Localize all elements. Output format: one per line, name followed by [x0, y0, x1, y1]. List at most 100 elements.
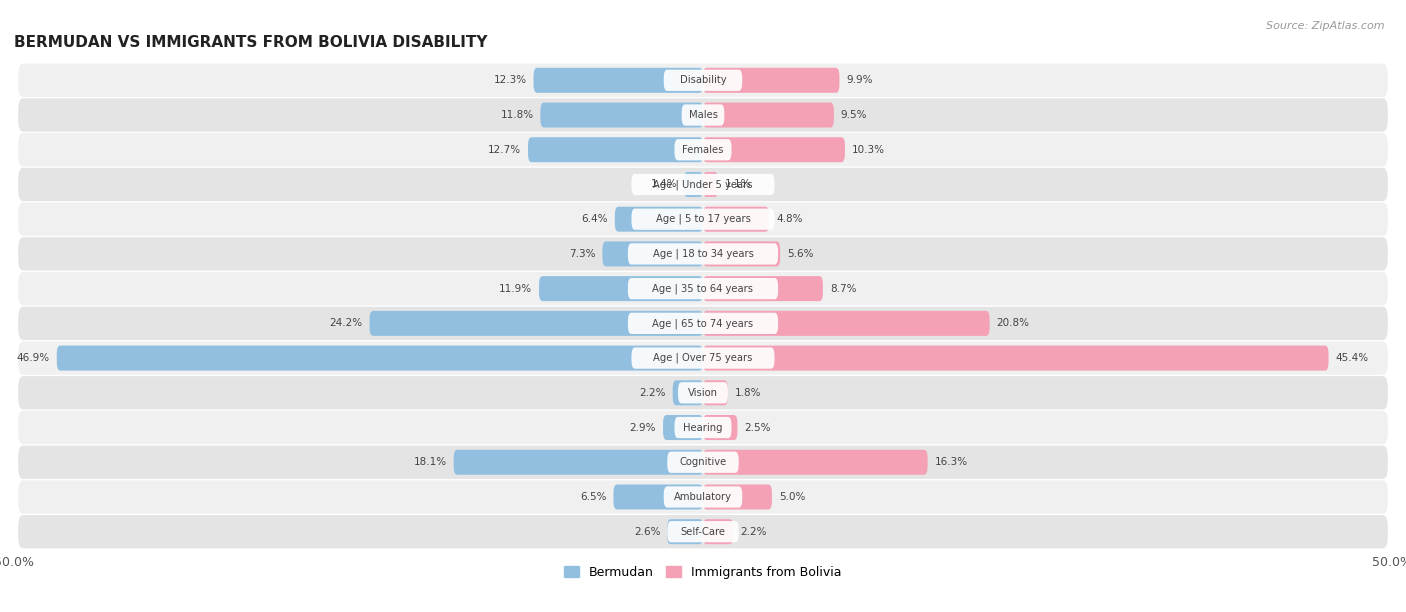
FancyBboxPatch shape [703, 311, 990, 336]
Text: 2.9%: 2.9% [630, 422, 657, 433]
Text: BERMUDAN VS IMMIGRANTS FROM BOLIVIA DISABILITY: BERMUDAN VS IMMIGRANTS FROM BOLIVIA DISA… [14, 35, 488, 50]
FancyBboxPatch shape [614, 207, 703, 232]
FancyBboxPatch shape [703, 450, 928, 475]
FancyBboxPatch shape [664, 415, 703, 440]
Text: 5.6%: 5.6% [787, 249, 814, 259]
Text: Vision: Vision [688, 388, 718, 398]
Text: Ambulatory: Ambulatory [673, 492, 733, 502]
FancyBboxPatch shape [631, 209, 775, 230]
FancyBboxPatch shape [18, 168, 1388, 201]
FancyBboxPatch shape [703, 207, 769, 232]
FancyBboxPatch shape [628, 313, 778, 334]
Text: 7.3%: 7.3% [569, 249, 596, 259]
FancyBboxPatch shape [703, 415, 738, 440]
Text: 1.1%: 1.1% [725, 179, 752, 190]
FancyBboxPatch shape [18, 411, 1388, 444]
FancyBboxPatch shape [628, 244, 778, 264]
FancyBboxPatch shape [703, 346, 1329, 371]
FancyBboxPatch shape [18, 203, 1388, 236]
FancyBboxPatch shape [18, 446, 1388, 479]
FancyBboxPatch shape [703, 276, 823, 301]
Text: 9.9%: 9.9% [846, 75, 873, 85]
FancyBboxPatch shape [18, 99, 1388, 132]
FancyBboxPatch shape [668, 519, 703, 544]
FancyBboxPatch shape [18, 376, 1388, 409]
Text: Age | Over 75 years: Age | Over 75 years [654, 353, 752, 364]
Text: 2.2%: 2.2% [740, 527, 766, 537]
Text: Age | 18 to 34 years: Age | 18 to 34 years [652, 248, 754, 259]
FancyBboxPatch shape [678, 382, 728, 403]
FancyBboxPatch shape [18, 64, 1388, 97]
Text: 12.7%: 12.7% [488, 145, 522, 155]
Text: 24.2%: 24.2% [329, 318, 363, 329]
Text: Age | Under 5 years: Age | Under 5 years [654, 179, 752, 190]
FancyBboxPatch shape [664, 487, 742, 507]
FancyBboxPatch shape [540, 103, 703, 127]
Text: Females: Females [682, 145, 724, 155]
Text: 1.4%: 1.4% [651, 179, 676, 190]
FancyBboxPatch shape [675, 417, 731, 438]
FancyBboxPatch shape [613, 485, 703, 509]
FancyBboxPatch shape [628, 278, 778, 299]
Text: 20.8%: 20.8% [997, 318, 1029, 329]
Text: 18.1%: 18.1% [413, 457, 447, 467]
Text: 11.9%: 11.9% [499, 283, 531, 294]
FancyBboxPatch shape [682, 105, 724, 125]
FancyBboxPatch shape [703, 380, 728, 405]
FancyBboxPatch shape [631, 174, 775, 195]
Text: Age | 65 to 74 years: Age | 65 to 74 years [652, 318, 754, 329]
FancyBboxPatch shape [18, 272, 1388, 305]
Text: Source: ZipAtlas.com: Source: ZipAtlas.com [1267, 21, 1385, 31]
FancyBboxPatch shape [454, 450, 703, 475]
Text: 11.8%: 11.8% [501, 110, 533, 120]
FancyBboxPatch shape [664, 70, 742, 91]
FancyBboxPatch shape [672, 380, 703, 405]
Text: 2.6%: 2.6% [634, 527, 661, 537]
FancyBboxPatch shape [18, 237, 1388, 271]
FancyBboxPatch shape [538, 276, 703, 301]
Text: 46.9%: 46.9% [17, 353, 49, 363]
FancyBboxPatch shape [703, 172, 718, 197]
Text: Males: Males [689, 110, 717, 120]
FancyBboxPatch shape [18, 133, 1388, 166]
Text: 4.8%: 4.8% [776, 214, 803, 224]
Text: 1.8%: 1.8% [735, 388, 761, 398]
Text: 9.5%: 9.5% [841, 110, 868, 120]
Legend: Bermudan, Immigrants from Bolivia: Bermudan, Immigrants from Bolivia [560, 561, 846, 584]
FancyBboxPatch shape [703, 485, 772, 509]
FancyBboxPatch shape [631, 348, 775, 368]
FancyBboxPatch shape [703, 241, 780, 266]
Text: 12.3%: 12.3% [494, 75, 527, 85]
Text: Hearing: Hearing [683, 422, 723, 433]
Text: 5.0%: 5.0% [779, 492, 806, 502]
FancyBboxPatch shape [18, 307, 1388, 340]
Text: Self-Care: Self-Care [681, 527, 725, 537]
FancyBboxPatch shape [668, 521, 738, 542]
Text: 16.3%: 16.3% [935, 457, 967, 467]
Text: Age | 35 to 64 years: Age | 35 to 64 years [652, 283, 754, 294]
Text: Disability: Disability [679, 75, 727, 85]
FancyBboxPatch shape [529, 137, 703, 162]
FancyBboxPatch shape [18, 515, 1388, 548]
FancyBboxPatch shape [18, 341, 1388, 375]
FancyBboxPatch shape [703, 137, 845, 162]
FancyBboxPatch shape [683, 172, 703, 197]
FancyBboxPatch shape [703, 103, 834, 127]
Text: 6.4%: 6.4% [582, 214, 607, 224]
FancyBboxPatch shape [533, 68, 703, 93]
FancyBboxPatch shape [668, 452, 738, 473]
Text: 6.5%: 6.5% [581, 492, 606, 502]
Text: 10.3%: 10.3% [852, 145, 884, 155]
FancyBboxPatch shape [18, 480, 1388, 513]
FancyBboxPatch shape [703, 68, 839, 93]
FancyBboxPatch shape [602, 241, 703, 266]
Text: Age | 5 to 17 years: Age | 5 to 17 years [655, 214, 751, 225]
FancyBboxPatch shape [703, 519, 734, 544]
FancyBboxPatch shape [675, 139, 731, 160]
Text: 45.4%: 45.4% [1336, 353, 1368, 363]
FancyBboxPatch shape [56, 346, 703, 371]
Text: 2.2%: 2.2% [640, 388, 666, 398]
Text: 2.5%: 2.5% [744, 422, 770, 433]
FancyBboxPatch shape [370, 311, 703, 336]
Text: 8.7%: 8.7% [830, 283, 856, 294]
